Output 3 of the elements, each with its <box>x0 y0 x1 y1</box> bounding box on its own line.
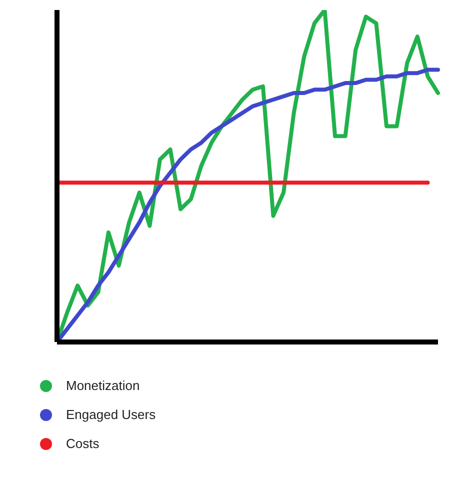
legend-label: Costs <box>66 436 100 451</box>
legend-label: Engaged Users <box>66 407 156 422</box>
legend-label: Monetization <box>66 378 140 393</box>
